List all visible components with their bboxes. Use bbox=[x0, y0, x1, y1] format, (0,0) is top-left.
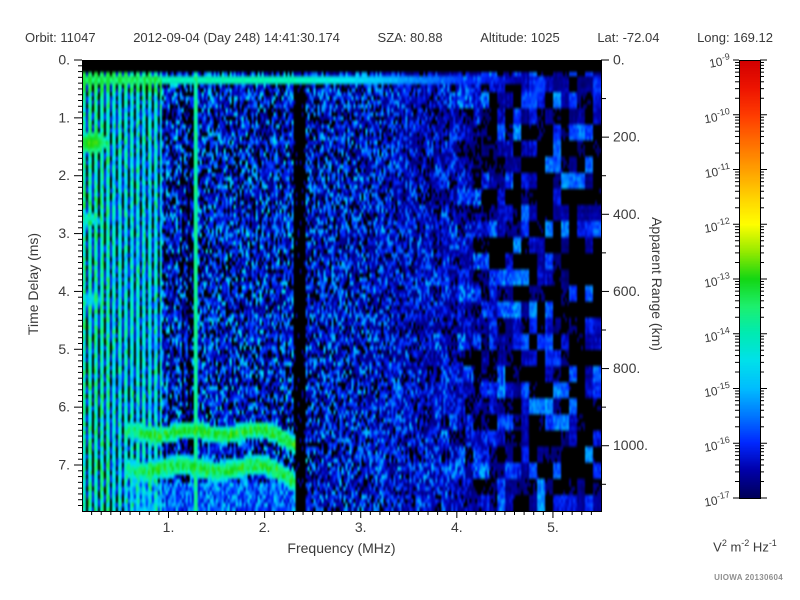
y-axis-left-tick-label: 3. bbox=[58, 225, 70, 241]
x-axis-tick-label: 2. bbox=[259, 519, 271, 535]
colorbar-label-base: 10 bbox=[703, 329, 719, 345]
header-telemetry-row: Orbit: 11047 2012-09-04 (Day 248) 14:41:3… bbox=[25, 30, 773, 45]
y-axis-right-tick-label: 200. bbox=[613, 129, 640, 145]
x-axis-tick-label: 3. bbox=[355, 519, 367, 535]
unit-base: V bbox=[713, 539, 722, 555]
colorbar-label-base: 10 bbox=[703, 274, 719, 290]
y-axis-left-tick-label: 1. bbox=[58, 109, 70, 125]
y-axis-right-tick-label: 0. bbox=[613, 52, 625, 68]
colorbar-tick-label: 10-17 bbox=[703, 489, 732, 509]
colorbar-label-exponent: -11 bbox=[717, 161, 731, 173]
y-axis-right-tick-label: 1000. bbox=[613, 437, 648, 453]
colorbar-tick-label: 10-15 bbox=[703, 380, 732, 400]
y-axis-left-title: Time Delay (ms) bbox=[25, 232, 41, 336]
colorbar-label-exponent: -12 bbox=[716, 215, 731, 227]
colorbar-label-exponent: -15 bbox=[716, 380, 731, 392]
y-axis-left-tick-label: 7. bbox=[58, 457, 70, 473]
header-field: 2012-09-04 (Day 248) 14:41:30.174 bbox=[133, 30, 340, 45]
unit-exponent: -2 bbox=[741, 538, 750, 548]
colorbar-label-base: 10 bbox=[703, 110, 719, 126]
unit-base: m bbox=[726, 539, 742, 555]
colorbar-label-exponent: -9 bbox=[721, 51, 731, 62]
colorbar-tick-label: 10-11 bbox=[703, 161, 731, 181]
colorbar-tick-label: 10-14 bbox=[703, 325, 732, 345]
colorbar-label-base: 10 bbox=[703, 439, 719, 455]
x-axis-tick-label: 1. bbox=[163, 519, 175, 535]
colorbar-tick-label: 10-10 bbox=[703, 106, 732, 126]
colorbar-units-label: V2 m-2 Hz-1 bbox=[685, 538, 800, 554]
header-field: Orbit: 11047 bbox=[25, 30, 96, 45]
spectrogram-canvas bbox=[82, 60, 601, 511]
y-axis-right-tick-label: 600. bbox=[613, 283, 640, 299]
y-axis-left-tick-label: 2. bbox=[58, 167, 70, 183]
x-axis-title: Frequency (MHz) bbox=[287, 540, 396, 556]
x-axis-tick-label: 4. bbox=[451, 519, 463, 535]
colorbar-label-base: 10 bbox=[704, 165, 720, 181]
colorbar-label-exponent: -10 bbox=[716, 106, 731, 118]
unit-exponent: 2 bbox=[721, 538, 727, 548]
y-axis-left-tick-label: 5. bbox=[58, 341, 70, 357]
y-axis-left-tick-label: 6. bbox=[58, 399, 70, 415]
header-field: SZA: 80.88 bbox=[377, 30, 443, 45]
colorbar-label-exponent: -17 bbox=[716, 489, 731, 501]
credit-text: UIOWA 20130604 bbox=[714, 573, 783, 582]
y-axis-right-title: Apparent Range (km) bbox=[649, 217, 665, 351]
header-field: Altitude: 1025 bbox=[480, 30, 560, 45]
unit-base: Hz bbox=[749, 539, 769, 555]
colorbar-label-exponent: -16 bbox=[716, 434, 731, 446]
y-axis-right-tick-label: 400. bbox=[613, 206, 640, 222]
x-axis-tick-label: 5. bbox=[547, 519, 559, 535]
colorbar-label-base: 10 bbox=[703, 384, 719, 400]
colorbar-label-exponent: -13 bbox=[716, 270, 731, 282]
unit-exponent: -1 bbox=[768, 538, 777, 548]
colorbar-label-base: 10 bbox=[703, 493, 719, 509]
colorbar-gradient bbox=[739, 60, 760, 498]
colorbar-tick-label: 10-13 bbox=[703, 270, 732, 290]
y-axis-left-tick-label: 0. bbox=[58, 52, 70, 68]
colorbar-label-exponent: -14 bbox=[716, 325, 731, 337]
y-axis-right-tick-label: 800. bbox=[613, 360, 640, 376]
colorbar-tick-label: 10-16 bbox=[703, 434, 732, 454]
colorbar-label-base: 10 bbox=[703, 220, 719, 236]
header-field: Lat: -72.04 bbox=[597, 30, 660, 45]
colorbar-label-base: 10 bbox=[708, 55, 724, 71]
colorbar-tick-label: 10-9 bbox=[708, 51, 732, 70]
colorbar-tick-label: 10-12 bbox=[703, 215, 732, 235]
y-axis-left-tick-label: 4. bbox=[58, 283, 70, 299]
header-field: Long: 169.12 bbox=[697, 30, 773, 45]
